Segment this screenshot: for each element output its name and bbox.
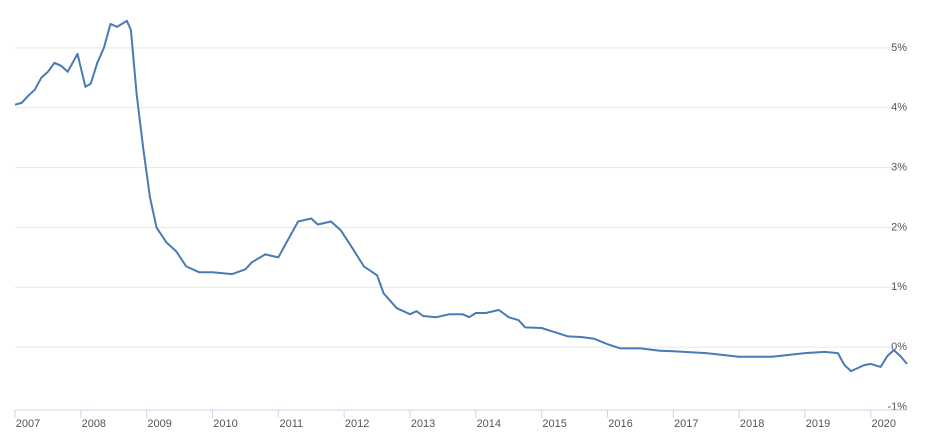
x-tick-label: 2009 bbox=[147, 418, 171, 430]
y-tick-label: 1% bbox=[891, 281, 907, 293]
x-tick-label: 2020 bbox=[872, 418, 896, 430]
x-tick-label: 2017 bbox=[674, 418, 698, 430]
x-tick-label: 2011 bbox=[279, 418, 303, 430]
line bbox=[14, 19, 908, 373]
x-tick-label: 2013 bbox=[411, 418, 435, 430]
x-tick-label: 2008 bbox=[82, 418, 106, 430]
x-tick-label: 2015 bbox=[542, 418, 566, 430]
x-tick-label: 2018 bbox=[740, 418, 764, 430]
y-tick-label: -1% bbox=[887, 401, 907, 413]
y-tick-label: 5% bbox=[891, 42, 907, 54]
x-tick-label: 2007 bbox=[16, 418, 40, 430]
x-tick-label: 2012 bbox=[345, 418, 369, 430]
y-tick-label: 4% bbox=[891, 102, 907, 114]
y-tick-label: 2% bbox=[891, 221, 907, 233]
x-tick-label: 2014 bbox=[477, 418, 501, 430]
x-tick-label: 2016 bbox=[608, 418, 632, 430]
x-tick-label: 2019 bbox=[806, 418, 830, 430]
y-tick-label: 3% bbox=[891, 161, 907, 173]
x-tick-label: 2010 bbox=[213, 418, 237, 430]
